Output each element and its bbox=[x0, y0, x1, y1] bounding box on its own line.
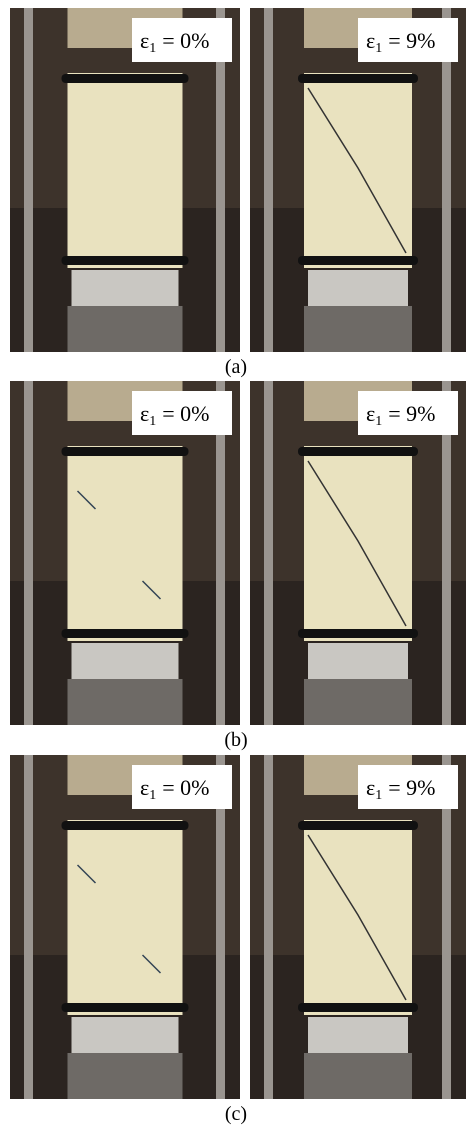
rod bbox=[264, 755, 273, 1099]
specimen bbox=[68, 446, 183, 641]
label-symbol: ε bbox=[140, 28, 149, 53]
photo: ε1 = 9% bbox=[250, 381, 466, 725]
label-symbol: ε bbox=[366, 28, 375, 53]
band bbox=[62, 256, 189, 265]
band bbox=[298, 1003, 418, 1012]
label-subscript: 1 bbox=[149, 41, 156, 56]
label-rest: = 0% bbox=[162, 28, 209, 53]
figure: ε1= 0%ε1= 9%(a)ε1= 0%ε1= 9%(b)ε1= 0%ε1= … bbox=[0, 0, 469, 1126]
label-rest: = 0% bbox=[162, 775, 209, 800]
label-subscript: 1 bbox=[375, 788, 382, 803]
band bbox=[62, 447, 189, 456]
rod bbox=[24, 8, 33, 352]
rod bbox=[264, 8, 273, 352]
band bbox=[62, 629, 189, 638]
band bbox=[298, 447, 418, 456]
cylinder bbox=[304, 679, 412, 725]
specimen bbox=[68, 820, 183, 1015]
specimen bbox=[304, 446, 412, 641]
photo: ε1 = 0% bbox=[10, 8, 240, 352]
label-subscript: 1 bbox=[149, 414, 156, 429]
band bbox=[298, 74, 418, 83]
label-symbol: ε bbox=[366, 775, 375, 800]
label-rest: = 9% bbox=[388, 775, 435, 800]
base-block bbox=[308, 270, 408, 306]
band bbox=[298, 821, 418, 830]
panel-caption: (c) bbox=[225, 1103, 247, 1125]
label-symbol: ε bbox=[366, 401, 375, 426]
label-subscript: 1 bbox=[149, 788, 156, 803]
base-block bbox=[72, 1017, 179, 1053]
photo: ε1 = 0% bbox=[10, 755, 240, 1099]
specimen bbox=[304, 820, 412, 1015]
band bbox=[62, 1003, 189, 1012]
label-subscript: 1 bbox=[375, 414, 382, 429]
base-block bbox=[72, 270, 179, 306]
base-block bbox=[308, 1017, 408, 1053]
label-rest: = 9% bbox=[388, 401, 435, 426]
specimen bbox=[304, 73, 412, 268]
photo: ε1 = 9% bbox=[250, 8, 466, 352]
cylinder bbox=[68, 1053, 183, 1099]
rod bbox=[24, 381, 33, 725]
band bbox=[62, 74, 189, 83]
cylinder bbox=[304, 306, 412, 352]
cylinder bbox=[304, 1053, 412, 1099]
base-block bbox=[72, 643, 179, 679]
rod bbox=[264, 381, 273, 725]
photo: ε1 = 0% bbox=[10, 381, 240, 725]
band bbox=[62, 821, 189, 830]
cylinder bbox=[68, 306, 183, 352]
label-rest: = 9% bbox=[388, 28, 435, 53]
panel-caption: (b) bbox=[224, 729, 247, 751]
panel-caption: (a) bbox=[225, 356, 247, 378]
label-rest: = 0% bbox=[162, 401, 209, 426]
label-symbol: ε bbox=[140, 401, 149, 426]
specimen bbox=[68, 73, 183, 268]
label-subscript: 1 bbox=[375, 41, 382, 56]
cylinder bbox=[68, 679, 183, 725]
rod bbox=[24, 755, 33, 1099]
photo: ε1 = 9% bbox=[250, 755, 466, 1099]
label-symbol: ε bbox=[140, 775, 149, 800]
base-block bbox=[308, 643, 408, 679]
band bbox=[298, 629, 418, 638]
band bbox=[298, 256, 418, 265]
